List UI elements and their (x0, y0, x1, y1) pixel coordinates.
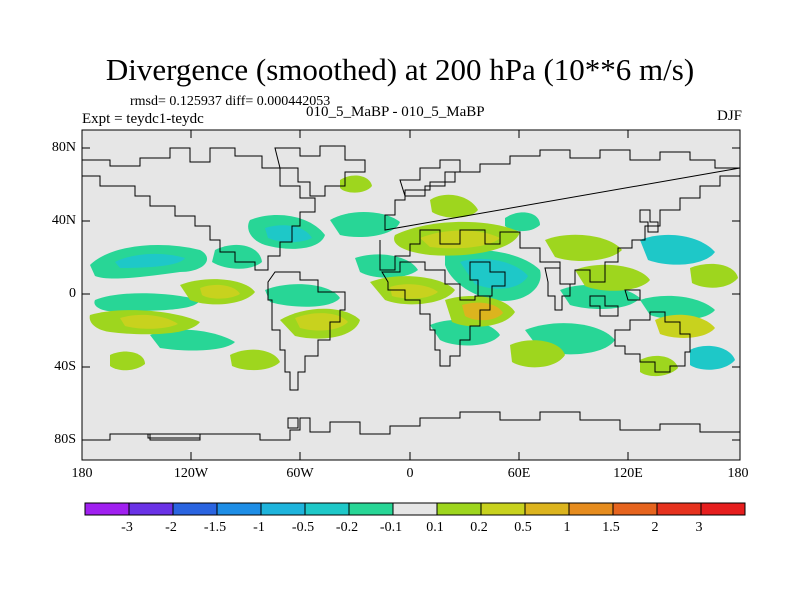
lat-tick-40s: 40S (54, 359, 76, 374)
contour-neg-16 (640, 234, 715, 265)
case-label: 010_5_MaBP - 010_5_MaBP (306, 104, 485, 120)
lon-tick-60e: 60E (507, 466, 531, 481)
experiment-label: Expt = teydc1-teydc (82, 111, 204, 127)
coastline-maritime (589, 289, 641, 317)
lat-tick-80s: 80S (54, 432, 76, 447)
divergence-contours (89, 175, 738, 377)
colorbar-box-15 (700, 502, 746, 516)
coastline-arabia (469, 261, 506, 297)
coastline-south-america (267, 271, 346, 391)
lon-tick-60w: 60W (286, 466, 314, 481)
contour-pos-18 (655, 314, 715, 338)
contour-pos-10 (295, 313, 348, 331)
lon-tick-120w: 120W (173, 466, 209, 481)
plot-title: Divergence (smoothed) at 200 hPa (10**6 … (105, 52, 695, 87)
stats-label: rmsd= 0.125937 diff= 0.000442053 (130, 94, 331, 109)
lon-tick-180e: 180 (727, 466, 749, 481)
coastlines (82, 145, 741, 441)
contour-neg-8 (265, 284, 340, 307)
lat-tick-0: 0 (69, 286, 76, 301)
colorbar-label-9: 0.2 (470, 520, 488, 535)
colorbar-box-7 (348, 502, 394, 516)
lon-tick-120e: 120E (613, 466, 643, 481)
colorbar-box-3 (172, 502, 218, 516)
colorbar-box-9 (436, 502, 482, 516)
lon-tick-0: 0 (406, 466, 414, 481)
contour-neg-4 (150, 329, 235, 351)
contour-neg-19 (505, 212, 540, 232)
colorbar-label-6: -0.2 (335, 520, 359, 535)
colorbar-label-2: -2 (165, 520, 177, 535)
coastline-greenland (274, 145, 366, 197)
axis-ticks (82, 130, 740, 460)
colorbar-box-5 (260, 502, 306, 516)
colorbar-box-12 (568, 502, 614, 516)
contour-neg-6 (265, 225, 312, 243)
contour-pos-2 (430, 194, 478, 218)
colorbar-box-4 (216, 502, 262, 516)
contour-neg-18 (690, 345, 735, 370)
coastline-antarctica (82, 411, 740, 441)
map-frame (81, 129, 741, 461)
colorbar-box-14 (656, 502, 702, 516)
colorbar-label-4: -1 (253, 520, 265, 535)
colorbar-box-2 (128, 502, 174, 516)
colorbar-label-11: 1 (563, 520, 571, 535)
contour-pos-12 (390, 284, 438, 299)
season-label: DJF (716, 108, 742, 124)
colorbar-box-6 (304, 502, 350, 516)
colorbar-label-5: -0.5 (291, 520, 315, 535)
coastline-scandinavia (399, 159, 461, 197)
contour-neg-2 (115, 253, 185, 268)
contour-neg-7 (212, 244, 262, 269)
colorbar-box-8 (392, 502, 438, 516)
coastline-japan (639, 209, 659, 233)
contour-pos-6 (200, 284, 240, 299)
contour-pos-17 (575, 264, 650, 291)
colorbar-label-13: 2 (651, 520, 659, 535)
contour-pos-14 (462, 302, 503, 321)
colorbar-label-8: 0.1 (426, 520, 444, 535)
coastline-north-america (82, 147, 316, 271)
colorbar-label-10: 0.5 (514, 520, 532, 535)
lon-tick-180w: 180 (71, 466, 93, 481)
coastline-australia (614, 311, 691, 373)
colorbar-box-13 (612, 502, 658, 516)
lat-tick-40n: 40N (51, 213, 76, 228)
contour-pos-8 (120, 314, 178, 329)
contour-neg-10 (355, 254, 418, 278)
colorbar-label-12: 1.5 (602, 520, 620, 535)
contour-pos-20 (230, 349, 280, 371)
colorbar-label-1: -3 (121, 520, 133, 535)
colorbar-label-14: 3 (695, 520, 703, 535)
contour-neg-17 (640, 295, 715, 320)
contour-pos-15 (510, 340, 565, 368)
contour-neg-3 (94, 293, 200, 312)
colorbar-label-3: -1.5 (203, 520, 227, 535)
colorbar (84, 502, 746, 516)
contour-neg-15 (560, 284, 640, 310)
contour-neg-9 (330, 211, 400, 238)
coastline-africa (381, 261, 491, 367)
colorbar-box-11 (524, 502, 570, 516)
contour-pos-19 (690, 263, 738, 288)
contour-pos-1 (340, 175, 372, 193)
coastline-ross-shelf (147, 433, 201, 439)
contour-pos-21 (110, 351, 145, 371)
coastline-india (544, 267, 571, 311)
contour-pos-22 (640, 355, 678, 377)
coastline-antarctic-peninsula (287, 417, 299, 429)
colorbar-box-10 (480, 502, 526, 516)
colorbar-label-7: -0.1 (379, 520, 403, 535)
lat-tick-80n: 80N (51, 140, 76, 155)
contour-neg-12 (460, 258, 528, 289)
colorbar-box-1 (84, 502, 130, 516)
contour-pos-16 (545, 234, 622, 262)
